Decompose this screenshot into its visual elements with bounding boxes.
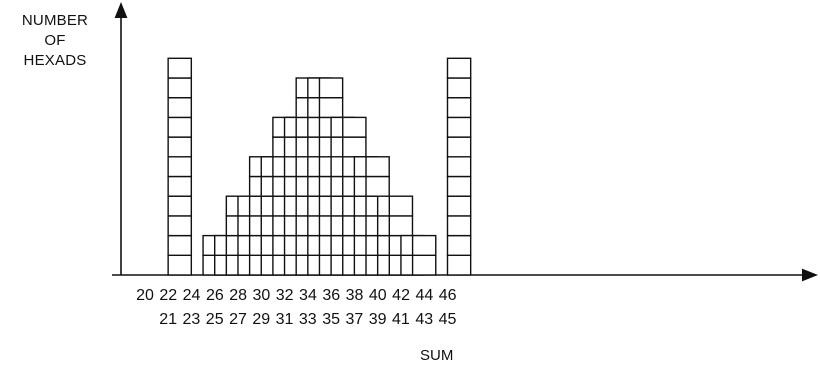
x-tick-label-44: 44 — [415, 287, 433, 304]
x-tick-label-30: 30 — [253, 287, 271, 304]
x-tick-label-33: 33 — [299, 311, 317, 328]
bar-cell-21-8 — [167, 116, 193, 138]
bar-cell-21-4 — [167, 195, 193, 217]
bar-cell-45-4 — [446, 195, 472, 217]
bar-cell-21-5 — [167, 175, 193, 197]
x-tick-label-29: 29 — [252, 311, 270, 328]
y-axis-label-line-3: HEXADS — [23, 52, 87, 69]
bar-cell-21-1 — [167, 254, 193, 276]
x-tick-label-34: 34 — [299, 287, 317, 304]
x-tick-label-27: 27 — [229, 311, 247, 328]
x-tick-label-45: 45 — [439, 311, 457, 328]
x-tick-label-32: 32 — [276, 287, 294, 304]
bar-cell-21-7 — [167, 136, 193, 158]
x-tick-label-35: 35 — [322, 311, 340, 328]
bar-cell-45-3 — [446, 215, 472, 237]
bar-cell-45-7 — [446, 136, 472, 158]
y-axis-label-line-2: OF — [44, 32, 66, 49]
x-tick-label-21: 21 — [159, 311, 177, 328]
tick-labels: 20 21 22 23 24 25 26 27 28 29 30 31 32 33 34 35 36 37 38 39… — [136, 287, 457, 328]
x-tick-label-25: 25 — [206, 311, 224, 328]
bar-cell-40-4 — [388, 195, 414, 217]
x-tick-label-26: 26 — [206, 287, 224, 304]
x-tick-label-42: 42 — [392, 287, 410, 304]
x-tick-label-36: 36 — [322, 287, 340, 304]
x-tick-label-37: 37 — [345, 311, 363, 328]
bar-cell-21-3 — [167, 215, 193, 237]
x-tick-label-39: 39 — [369, 311, 387, 328]
bar-cell-45-8 — [446, 116, 472, 138]
bar-cell-21-11 — [167, 57, 193, 79]
bar-cell-45-10 — [446, 77, 472, 99]
bar-cell-36-7 — [342, 136, 367, 158]
bar-cell-36-8 — [342, 116, 367, 138]
x-tick-label-41: 41 — [392, 311, 410, 328]
bar-cell-45-1 — [446, 254, 472, 276]
x-tick-label-24: 24 — [183, 287, 201, 304]
bar-cell-45-9 — [446, 96, 472, 119]
x-tick-label-46: 46 — [439, 287, 457, 304]
x-tick-label-20: 20 — [136, 287, 154, 304]
x-tick-label-28: 28 — [229, 287, 247, 304]
x-tick-label-23: 23 — [183, 311, 201, 328]
x-axis-title: SUM — [420, 347, 454, 364]
bar-cell-21-6 — [167, 156, 193, 178]
bar-cell-34-9 — [318, 96, 344, 119]
bar-cell-38-5 — [365, 175, 390, 197]
bar-cell-38-6 — [365, 156, 390, 178]
x-tick-label-31: 31 — [276, 311, 294, 328]
y-axis-label-line-1: NUMBER — [21, 12, 89, 29]
bar-cell-21-2 — [167, 234, 193, 257]
x-tick-label-38: 38 — [346, 287, 364, 304]
bar-cell-34-10 — [318, 77, 344, 99]
x-tick-label-22: 22 — [159, 287, 177, 304]
bar-cell-45-5 — [446, 175, 472, 197]
bar-cell-42-2 — [411, 234, 437, 257]
bar-cell-45-11 — [446, 57, 472, 79]
bar-cell-42-1 — [411, 254, 437, 276]
bar-cell-21-10 — [167, 77, 193, 99]
x-tick-label-43: 43 — [415, 311, 433, 328]
bars-layer — [167, 57, 472, 276]
bar-cell-21-9 — [167, 96, 193, 119]
bar-cell-45-2 — [446, 234, 472, 257]
bar-cell-40-3 — [388, 215, 414, 237]
x-tick-label-40: 40 — [369, 287, 387, 304]
bar-cell-45-6 — [446, 156, 472, 178]
